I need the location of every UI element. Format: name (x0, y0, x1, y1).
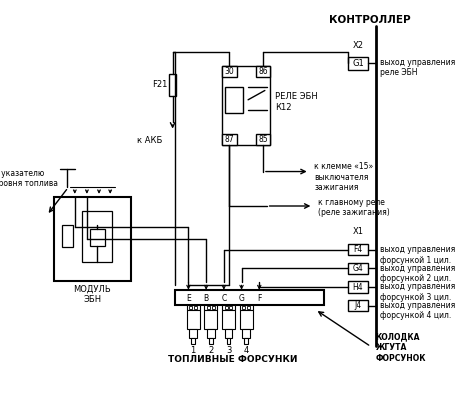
Text: выход управления
реле ЭБН: выход управления реле ЭБН (380, 58, 456, 77)
Text: 87: 87 (225, 136, 234, 144)
Bar (190, 306, 192, 309)
Bar (255, 134, 271, 146)
Text: G4: G4 (353, 264, 364, 273)
Bar (222, 134, 237, 146)
Bar (194, 306, 197, 309)
Text: 3: 3 (226, 346, 231, 355)
Bar (227, 338, 230, 344)
Text: выход управления
форсункой 4 цил.: выход управления форсункой 4 цил. (380, 301, 456, 320)
Bar (225, 306, 228, 309)
Bar (222, 310, 235, 329)
Text: C: C (221, 294, 227, 303)
Bar (240, 310, 253, 329)
Bar (187, 305, 200, 310)
Bar (348, 263, 368, 274)
Text: выход управления
форсункой 2 цил.: выход управления форсункой 2 цил. (380, 264, 456, 283)
Bar (240, 305, 253, 310)
Text: выход управления
форсункой 3 цил.: выход управления форсункой 3 цил. (380, 282, 456, 302)
Text: 30: 30 (225, 67, 234, 76)
Bar (245, 338, 248, 344)
Bar (204, 305, 218, 310)
Bar (348, 281, 368, 293)
Text: F21: F21 (152, 80, 167, 89)
Bar (222, 66, 237, 78)
Bar (55, 197, 131, 281)
Text: F: F (257, 294, 262, 303)
Bar (229, 306, 232, 309)
Text: к АКБ: к АКБ (137, 136, 162, 145)
Bar (190, 329, 197, 338)
Text: X2: X2 (353, 41, 364, 50)
Bar (207, 329, 215, 338)
Text: к указателю
уровня топлива: к указателю уровня топлива (0, 169, 58, 188)
Bar (255, 66, 271, 78)
Text: E: E (186, 294, 191, 303)
Text: КОНТРОЛЛЕР: КОНТРОЛЛЕР (329, 15, 411, 25)
Text: F4: F4 (354, 245, 363, 254)
Bar (225, 329, 232, 338)
Text: КОЛОДКА
ЖГУТА
ФОРСУНОК: КОЛОДКА ЖГУТА ФОРСУНОК (376, 333, 426, 362)
Bar (222, 66, 271, 146)
Bar (247, 306, 250, 309)
Text: РЕЛЕ ЭБН
К12: РЕЛЕ ЭБН К12 (275, 92, 318, 112)
Bar (212, 306, 215, 309)
Bar (348, 244, 368, 255)
Bar (62, 225, 73, 247)
Bar (225, 87, 244, 113)
Bar (175, 290, 325, 305)
Text: к главному реле
(реле зажигания): к главному реле (реле зажигания) (318, 198, 390, 217)
Bar (191, 338, 195, 344)
Text: выход управления
форсункой 1 цил.: выход управления форсункой 1 цил. (380, 245, 456, 264)
Text: G1: G1 (352, 59, 364, 68)
Text: H4: H4 (353, 283, 364, 291)
Bar (207, 306, 210, 309)
Bar (348, 58, 368, 70)
Text: B: B (204, 294, 209, 303)
Text: 2: 2 (208, 346, 213, 355)
Bar (204, 310, 218, 329)
Text: X1: X1 (353, 227, 364, 236)
Bar (243, 329, 250, 338)
Bar (187, 310, 200, 329)
Bar (243, 306, 245, 309)
Bar (222, 305, 235, 310)
Text: 4: 4 (244, 346, 249, 355)
Bar (209, 338, 213, 344)
Text: 85: 85 (258, 136, 268, 144)
Bar (82, 211, 112, 262)
Text: J4: J4 (355, 301, 362, 310)
Text: G: G (238, 294, 245, 303)
Text: ТОПЛИВНЫЕ ФОРСУНКИ: ТОПЛИВНЫЕ ФОРСУНКИ (168, 355, 298, 364)
Text: к клемме «15»
выключателя
зажигания: к клемме «15» выключателя зажигания (314, 162, 374, 192)
Text: МОДУЛЬ
ЭБН: МОДУЛЬ ЭБН (73, 284, 111, 304)
Bar (169, 74, 176, 96)
Bar (348, 300, 368, 311)
Text: 1: 1 (191, 346, 196, 355)
Bar (90, 229, 105, 246)
Text: 86: 86 (258, 67, 268, 76)
